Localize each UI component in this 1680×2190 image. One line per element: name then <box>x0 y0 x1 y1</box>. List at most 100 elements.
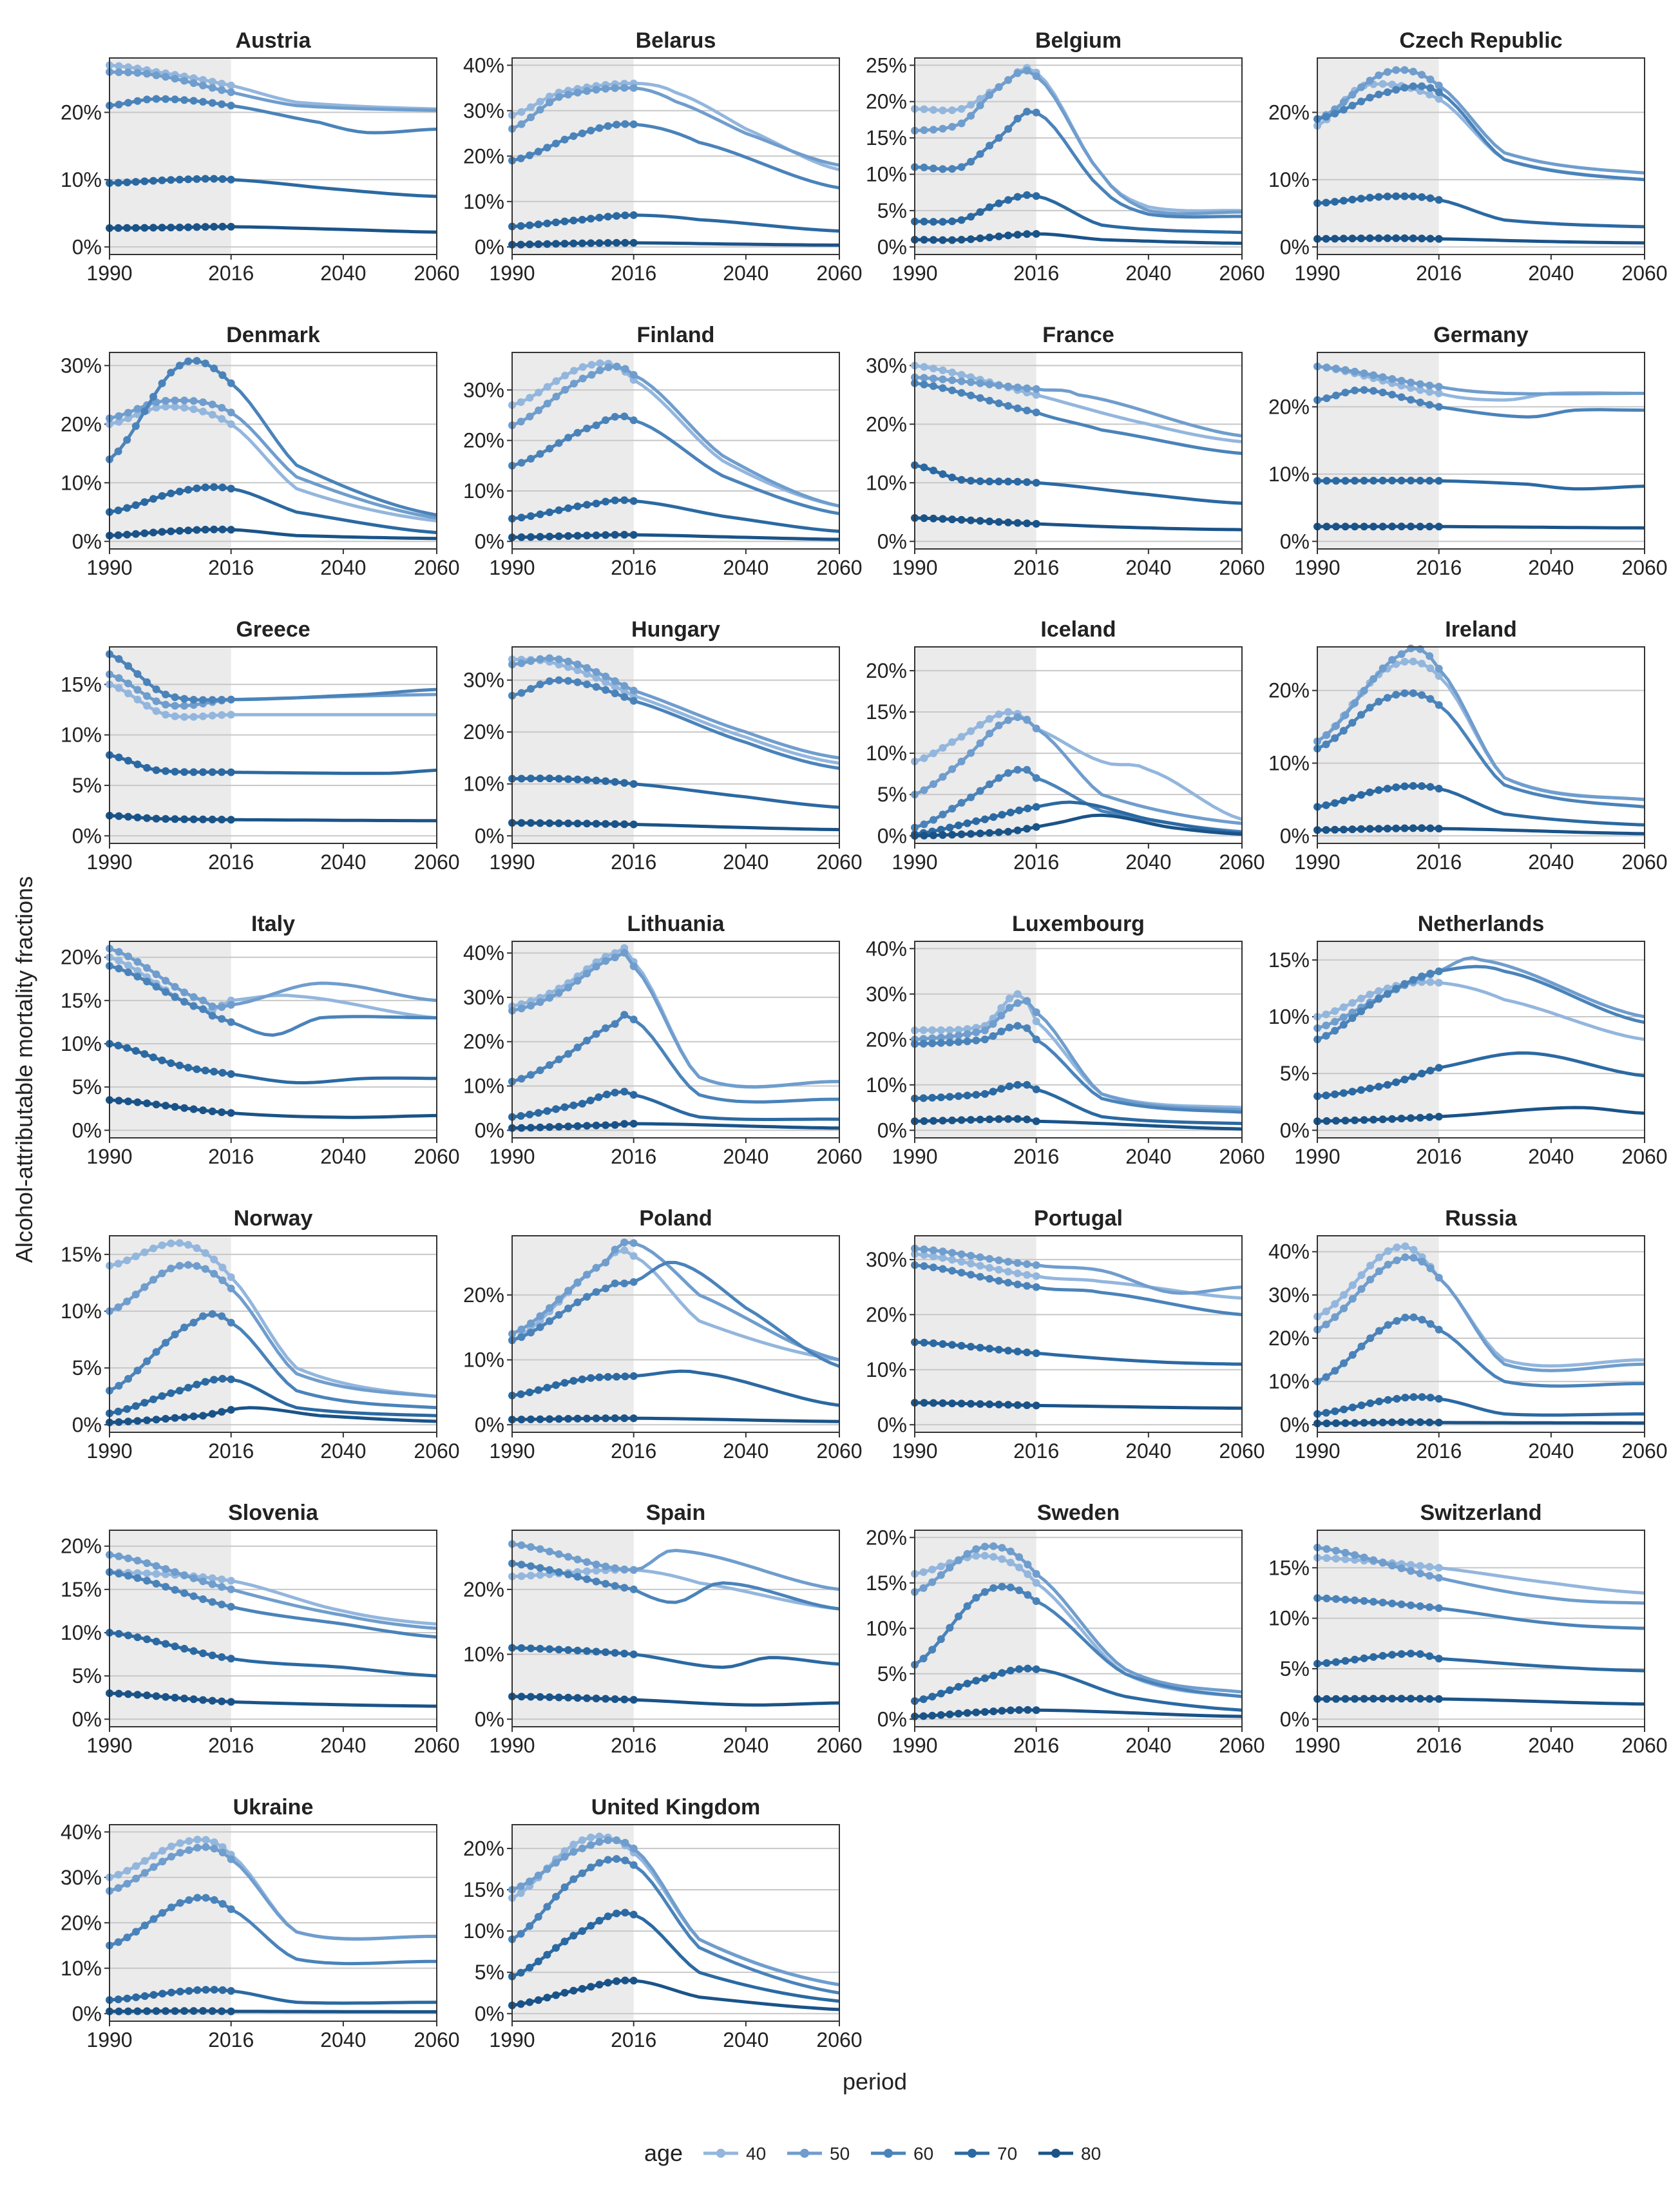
data-point <box>1006 1004 1013 1012</box>
y-tick-label: 20% <box>463 1283 504 1307</box>
data-point <box>946 1686 954 1695</box>
data-point <box>602 416 610 425</box>
data-point <box>989 1584 998 1592</box>
data-point <box>1032 1017 1040 1026</box>
x-tick-label: 2016 <box>1013 1145 1059 1168</box>
data-point <box>1392 192 1400 200</box>
x-tick-label: 2016 <box>208 2028 254 2051</box>
data-point <box>1357 1342 1366 1350</box>
data-point <box>620 948 629 957</box>
y-tick-label: 40% <box>1268 1240 1310 1263</box>
data-point <box>1407 523 1415 531</box>
data-point <box>621 120 629 128</box>
data-point <box>976 1343 984 1352</box>
data-point <box>986 91 994 99</box>
legend-item-age-40: 40 <box>703 2144 766 2164</box>
data-point <box>1032 230 1040 238</box>
data-point <box>1409 192 1417 200</box>
data-point <box>604 213 612 221</box>
observed-points-age-60 <box>1313 82 1443 123</box>
data-point <box>1341 366 1350 374</box>
data-point <box>957 1269 966 1277</box>
data-point <box>227 1602 235 1611</box>
data-point <box>543 383 551 391</box>
data-point <box>995 232 1003 240</box>
data-point <box>162 1415 170 1423</box>
data-point <box>140 224 149 232</box>
data-point <box>552 392 560 401</box>
data-point <box>1351 387 1359 394</box>
data-point <box>948 1341 957 1349</box>
data-point <box>1418 659 1426 668</box>
data-point <box>552 1991 560 1999</box>
x-tick-label: 2016 <box>611 850 656 874</box>
y-tick-label: 0% <box>877 530 907 553</box>
data-point <box>980 1542 989 1551</box>
data-point <box>162 977 170 985</box>
data-point <box>175 361 184 370</box>
data-point <box>162 711 170 719</box>
data-point <box>527 512 535 520</box>
data-point <box>976 234 984 242</box>
data-point <box>602 686 610 694</box>
data-point <box>1388 1115 1397 1123</box>
x-tick-label: 1990 <box>86 850 132 874</box>
data-point <box>1375 1082 1383 1091</box>
data-point <box>928 1693 937 1701</box>
data-point <box>189 768 198 776</box>
data-point <box>534 220 542 229</box>
data-point <box>986 1345 994 1353</box>
data-point <box>986 1115 994 1124</box>
data-point <box>158 379 166 387</box>
observed-points-age-50 <box>911 713 1040 799</box>
data-point <box>1006 1082 1013 1090</box>
data-point <box>189 1592 198 1600</box>
y-tick-label: 30% <box>866 1248 907 1271</box>
data-point <box>587 1841 595 1849</box>
data-point <box>517 659 526 668</box>
data-point <box>218 711 226 719</box>
data-point <box>620 1088 629 1096</box>
observed-points-age-60 <box>508 1559 638 1593</box>
observed-points-age-70 <box>508 496 638 523</box>
data-point <box>1388 1418 1397 1426</box>
data-point <box>218 100 226 108</box>
data-point <box>1013 69 1022 77</box>
data-point <box>171 95 179 104</box>
data-point <box>1013 1022 1022 1030</box>
data-point <box>218 2007 226 2015</box>
data-point <box>180 396 189 405</box>
data-point <box>210 1269 218 1278</box>
data-point <box>124 1690 132 1698</box>
data-point <box>930 514 937 523</box>
data-point <box>1023 1115 1031 1124</box>
data-point <box>536 1066 544 1075</box>
data-point <box>201 175 209 183</box>
data-point <box>939 773 947 781</box>
data-point <box>620 693 629 701</box>
data-point <box>939 744 947 752</box>
data-point <box>1383 985 1391 992</box>
data-point <box>963 1037 971 1046</box>
data-point <box>1004 402 1013 410</box>
data-point <box>158 1241 166 1249</box>
data-point <box>227 1273 235 1282</box>
data-point <box>1366 1399 1375 1407</box>
data-point <box>152 1562 160 1570</box>
data-point <box>976 829 984 838</box>
data-point <box>592 1561 600 1569</box>
data-point <box>1383 234 1391 242</box>
data-point <box>613 238 621 247</box>
data-point <box>1004 1401 1013 1409</box>
data-point <box>957 733 966 741</box>
data-point <box>1426 978 1435 986</box>
data-point <box>587 1921 595 1930</box>
observed-points-age-70 <box>106 1374 235 1417</box>
data-point <box>201 1066 209 1075</box>
data-point <box>1339 1089 1348 1097</box>
data-point <box>1341 1695 1350 1703</box>
data-point <box>930 164 937 173</box>
data-point <box>1409 68 1417 76</box>
observed-points-age-60 <box>911 1261 1040 1291</box>
